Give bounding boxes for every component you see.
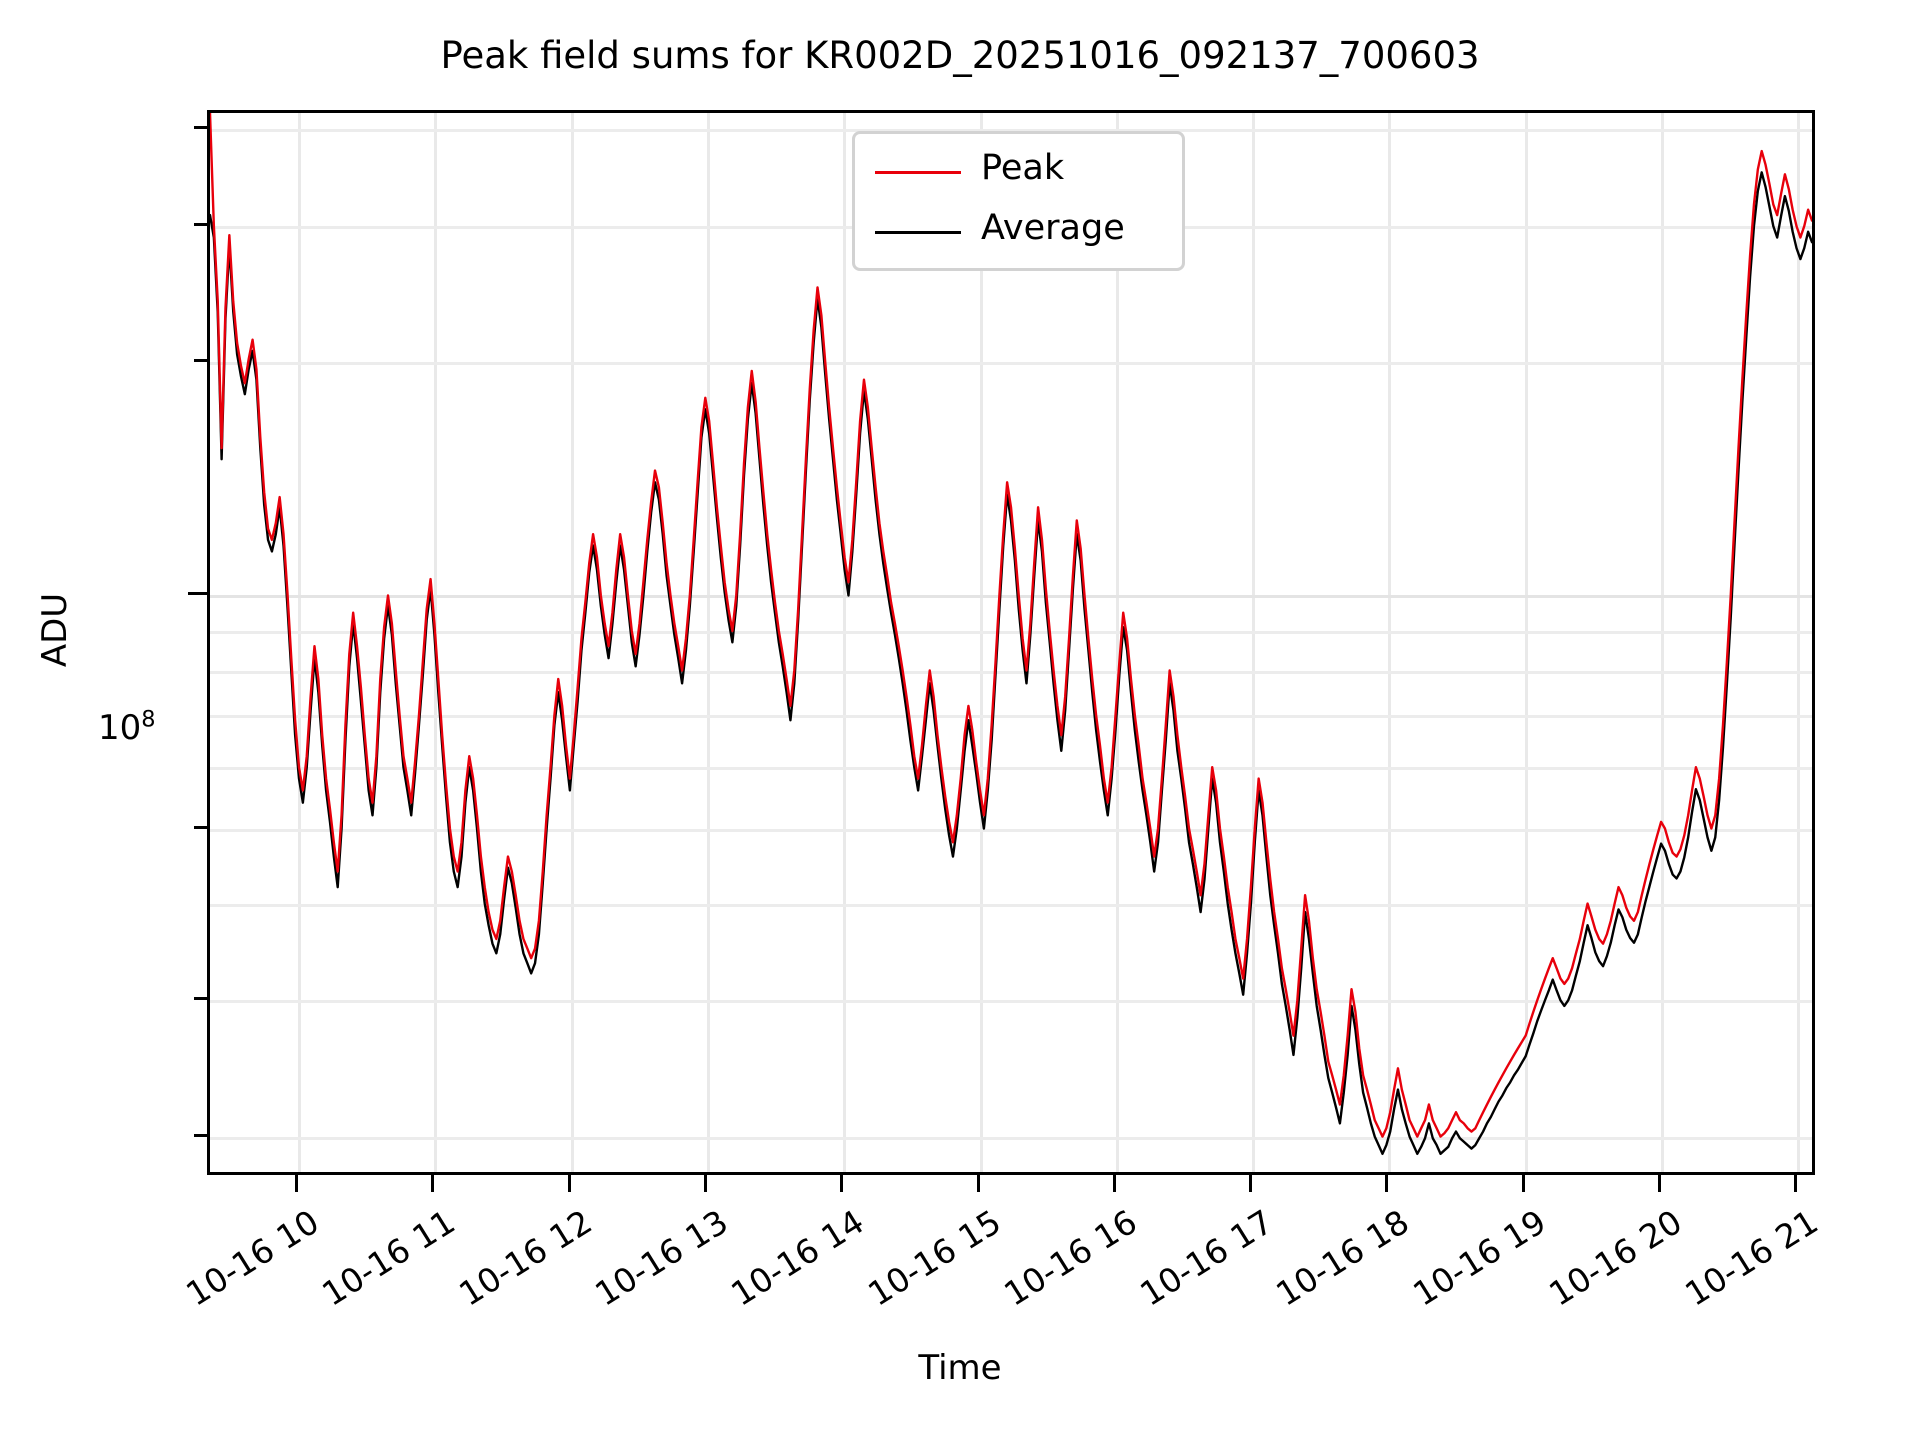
gridline-vertical [1661,113,1664,1172]
gridline-horizontal-minor [210,715,1812,719]
gridline-vertical [1252,113,1256,1172]
gridline-vertical [1797,113,1801,1172]
gridline-horizontal-minor [210,129,1812,133]
series-line-peak [210,113,1812,1138]
x-axis-label: Time [918,1348,1002,1388]
gridline-vertical [570,113,574,1172]
gridline-vertical [979,113,983,1172]
x-tick-mark [567,1175,571,1192]
gridline-vertical [1388,113,1392,1172]
y-tick-mark [194,126,208,130]
chart-legend[interactable]: Peak Average [852,131,1185,271]
legend-item-average[interactable]: Average [855,208,1182,258]
x-tick-mark [1112,1175,1116,1192]
x-tick-mark [1521,1175,1525,1192]
series-container [210,113,1812,1156]
y-tick-mark [194,1133,208,1137]
x-tick-mark [1249,1175,1253,1192]
x-tick-mark [840,1175,844,1192]
gridline-horizontal-minor [210,903,1812,907]
y-tick-mark [194,223,208,227]
chart-title: Peak field sums for KR002D_20251016_0921… [440,34,1480,77]
gridline-horizontal-minor [210,1136,1812,1140]
x-tick-mark [1385,1175,1389,1192]
y-tick-mark [194,359,208,363]
gridline-horizontal-minor [210,767,1812,771]
gridline-horizontal-minor [210,828,1812,832]
gridline-vertical [1524,113,1528,1172]
gridline-horizontal-minor [210,670,1812,674]
x-tick-mark [295,1175,298,1192]
legend-item-peak[interactable]: Peak [855,148,1182,198]
x-tick-mark [1658,1175,1661,1192]
gridline-vertical [298,113,301,1172]
gridline-vertical [1115,113,1119,1172]
x-tick-mark [703,1175,707,1192]
y-tick-mark [194,997,208,1001]
gridline-horizontal-minor [210,362,1812,366]
series-line-average [210,171,1812,1156]
legend-swatch-peak [875,171,961,174]
legend-swatch-average [875,231,961,234]
gridline-vertical [706,113,710,1172]
y-axis-label: ADU [35,592,75,668]
plot-area [207,110,1815,1175]
legend-label-peak: Peak [981,148,1065,188]
x-tick-mark [1794,1175,1798,1192]
y-tick-mark [194,825,208,829]
x-tick-mark [431,1175,435,1192]
x-tick-mark [976,1175,980,1192]
y-tick-mark [188,592,208,596]
gridline-horizontal-major [210,595,1812,599]
gridline-horizontal-minor [210,1000,1812,1004]
gridline-vertical [843,113,847,1172]
y-tick-label-1e8: 108 [98,706,156,748]
gridline-horizontal-minor [210,630,1812,634]
legend-label-average: Average [981,208,1125,248]
